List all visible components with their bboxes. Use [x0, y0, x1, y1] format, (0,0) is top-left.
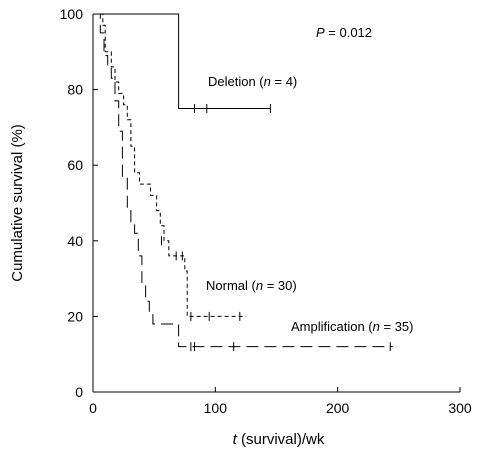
y-tick-label: 80	[67, 82, 83, 98]
series-line-normal	[93, 13, 246, 317]
y-tick-label: 20	[67, 308, 83, 324]
series-line-amplification	[93, 13, 393, 348]
series-label-amplification: Amplification (n = 35)	[291, 319, 413, 334]
y-tick-label: 60	[67, 157, 83, 173]
series-label-n: n	[373, 319, 380, 334]
labels: Cumulative survival (%) t (survival)/wk …	[9, 25, 413, 448]
series-label-deletion: Deletion (n = 4)	[208, 74, 297, 89]
series-label-prefix: Deletion (	[208, 74, 264, 89]
x-axis-label-variable: t	[233, 431, 238, 448]
series-label-prefix: Normal (	[206, 278, 257, 293]
x-tick-label: 100	[204, 400, 228, 416]
y-tick-label: 0	[75, 384, 83, 400]
y-tick-label: 40	[67, 233, 83, 249]
series-label-n: n	[264, 74, 271, 89]
p-value-annotation: P = 0.012	[316, 25, 372, 40]
axes	[92, 14, 460, 393]
series-label-suffix: = 30)	[263, 278, 297, 293]
x-axis-label: t (survival)/wk	[233, 431, 325, 448]
series-label-n: n	[256, 278, 263, 293]
survival-curves	[93, 13, 393, 352]
ticks: 0 20 40 60 80 100 0 100 200 300	[60, 6, 472, 416]
x-axis-label-unit: (survival)/wk	[237, 431, 325, 448]
x-tick-label: 300	[448, 400, 472, 416]
series-label-prefix: Amplification (	[291, 319, 373, 334]
series-line-deletion	[93, 13, 271, 109]
series-label-suffix: = 35)	[380, 319, 414, 334]
x-tick-label: 200	[326, 400, 350, 416]
y-axis-label: Cumulative survival (%)	[9, 124, 26, 282]
series-label-suffix: = 4)	[271, 74, 297, 89]
x-tick-label: 0	[89, 400, 97, 416]
p-value-text: = 0.012	[325, 25, 372, 40]
p-value-symbol: P	[316, 25, 325, 40]
series-label-normal: Normal (n = 30)	[206, 278, 297, 293]
y-tick-label: 100	[60, 6, 84, 22]
